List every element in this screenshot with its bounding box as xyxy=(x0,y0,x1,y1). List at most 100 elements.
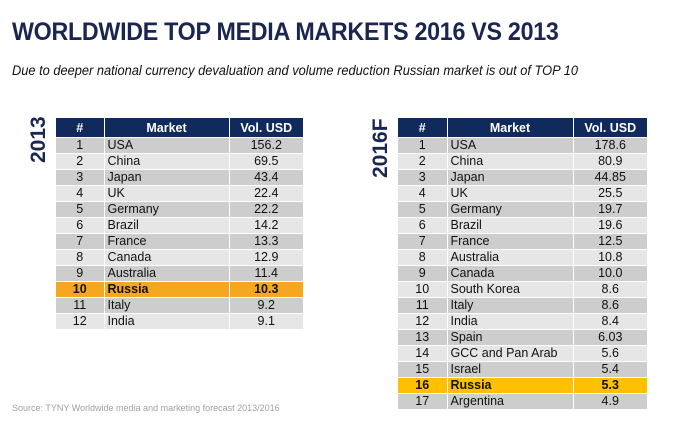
volume-cell: 80.9 xyxy=(573,153,647,170)
market-cell: Germany xyxy=(447,201,574,218)
rank-cell: 2 xyxy=(398,153,448,170)
rank-cell: 8 xyxy=(56,249,105,266)
table-row: 15 Israel 5.4 xyxy=(398,361,647,378)
rank-cell: 1 xyxy=(398,137,448,154)
rank-cell: 2 xyxy=(56,153,105,170)
volume-cell: 9.2 xyxy=(229,297,303,314)
volume-cell: 10.8 xyxy=(573,249,647,266)
rank-cell: 9 xyxy=(398,265,448,282)
market-cell: Italy xyxy=(104,297,230,314)
rank-cell: 7 xyxy=(398,233,448,250)
rank-cell: 8 xyxy=(398,249,448,266)
volume-cell: 44.85 xyxy=(573,169,647,186)
market-cell: France xyxy=(447,233,574,250)
market-cell: Russia xyxy=(447,377,574,394)
header-rank: # xyxy=(398,118,448,138)
market-cell: Russia xyxy=(104,281,230,298)
volume-cell: 12.9 xyxy=(229,249,303,266)
rank-cell: 15 xyxy=(398,361,448,378)
volume-cell: 10.3 xyxy=(229,281,303,298)
table-row: 9 Canada 10.0 xyxy=(398,265,647,282)
market-cell: China xyxy=(447,153,574,170)
volume-cell: 14.2 xyxy=(229,217,303,234)
rank-cell: 14 xyxy=(398,345,448,362)
table-row: 14 GCC and Pan Arab 5.6 xyxy=(398,345,647,362)
volume-cell: 22.2 xyxy=(229,201,303,218)
volume-cell: 10.0 xyxy=(573,265,647,282)
rank-cell: 12 xyxy=(56,313,105,329)
table-row-highlighted: 16 Russia 5.3 xyxy=(398,377,647,394)
volume-cell: 13.3 xyxy=(229,233,303,250)
table-row: 7 France 13.3 xyxy=(56,233,303,250)
volume-cell: 25.5 xyxy=(573,185,647,202)
table-body: 1 USA 156.2 2 China 69.5 3 Japan 43.4 4 UK 22.4 5 Ger… xyxy=(56,137,303,329)
market-cell: UK xyxy=(447,185,574,202)
table-row: 9 Australia 11.4 xyxy=(56,265,303,282)
market-cell: Australia xyxy=(447,249,574,266)
volume-cell: 8.6 xyxy=(573,297,647,314)
market-cell: UK xyxy=(104,185,230,202)
market-cell: South Korea xyxy=(447,281,574,298)
rank-cell: 5 xyxy=(56,201,105,218)
volume-cell: 19.7 xyxy=(573,201,647,218)
market-cell: Spain xyxy=(447,329,574,346)
header-rank: # xyxy=(56,118,105,138)
volume-cell: 6.03 xyxy=(573,329,647,346)
rank-cell: 11 xyxy=(56,297,105,314)
markets-table-2013: # Market Vol. USD 1 USA 156.2 2 China 69.5 3 Ja… xyxy=(56,118,303,329)
rank-cell: 11 xyxy=(398,297,448,314)
market-cell: Italy xyxy=(447,297,574,314)
market-cell: Japan xyxy=(447,169,574,186)
table-row: 12 India 9.1 xyxy=(56,313,303,329)
table-row: 2 China 69.5 xyxy=(56,153,303,170)
volume-cell: 11.4 xyxy=(229,265,303,282)
table-row: 3 Japan 44.85 xyxy=(398,169,647,186)
rank-cell: 17 xyxy=(398,393,448,409)
table-row: 8 Canada 12.9 xyxy=(56,249,303,266)
market-cell: China xyxy=(104,153,230,170)
volume-cell: 5.4 xyxy=(573,361,647,378)
rank-cell: 12 xyxy=(398,313,448,330)
table-row: 2 China 80.9 xyxy=(398,153,647,170)
volume-cell: 22.4 xyxy=(229,185,303,202)
year-label-2016: 2016F xyxy=(369,118,392,178)
table-row: 13 Spain 6.03 xyxy=(398,329,647,346)
table-header-row: # Market Vol. USD xyxy=(398,118,647,138)
rank-cell: 6 xyxy=(56,217,105,234)
header-market: Market xyxy=(104,118,230,138)
table-row: 4 UK 22.4 xyxy=(56,185,303,202)
market-cell: Argentina xyxy=(447,393,574,409)
table-row: 4 UK 25.5 xyxy=(398,185,647,202)
table-row: 5 Germany 22.2 xyxy=(56,201,303,218)
rank-cell: 13 xyxy=(398,329,448,346)
table-row: 1 USA 178.6 xyxy=(398,137,647,154)
volume-cell: 8.6 xyxy=(573,281,647,298)
header-volume: Vol. USD xyxy=(573,118,647,138)
table-row: 12 India 8.4 xyxy=(398,313,647,330)
table-row: 6 Brazil 14.2 xyxy=(56,217,303,234)
market-cell: Australia xyxy=(104,265,230,282)
table-row: 5 Germany 19.7 xyxy=(398,201,647,218)
market-cell: India xyxy=(447,313,574,330)
volume-cell: 69.5 xyxy=(229,153,303,170)
header-volume: Vol. USD xyxy=(229,118,303,138)
volume-cell: 4.9 xyxy=(573,393,647,409)
rank-cell: 6 xyxy=(398,217,448,234)
rank-cell: 7 xyxy=(56,233,105,250)
rank-cell: 16 xyxy=(398,377,448,394)
table-row: 6 Brazil 19.6 xyxy=(398,217,647,234)
volume-cell: 19.6 xyxy=(573,217,647,234)
table-body: 1 USA 178.6 2 China 80.9 3 Japan 44.85 4 UK 25.5 5 Ge… xyxy=(398,137,647,409)
volume-cell: 8.4 xyxy=(573,313,647,330)
market-cell: France xyxy=(104,233,230,250)
header-market: Market xyxy=(447,118,574,138)
rank-cell: 1 xyxy=(56,137,105,154)
table-row: 10 South Korea 8.6 xyxy=(398,281,647,298)
page-subtitle: Due to deeper national currency devaluat… xyxy=(12,63,579,78)
table-row-highlighted: 10 Russia 10.3 xyxy=(56,281,303,298)
market-cell: Canada xyxy=(104,249,230,266)
volume-cell: 178.6 xyxy=(573,137,647,154)
market-cell: Brazil xyxy=(447,217,574,234)
rank-cell: 4 xyxy=(398,185,448,202)
volume-cell: 156.2 xyxy=(229,137,303,154)
